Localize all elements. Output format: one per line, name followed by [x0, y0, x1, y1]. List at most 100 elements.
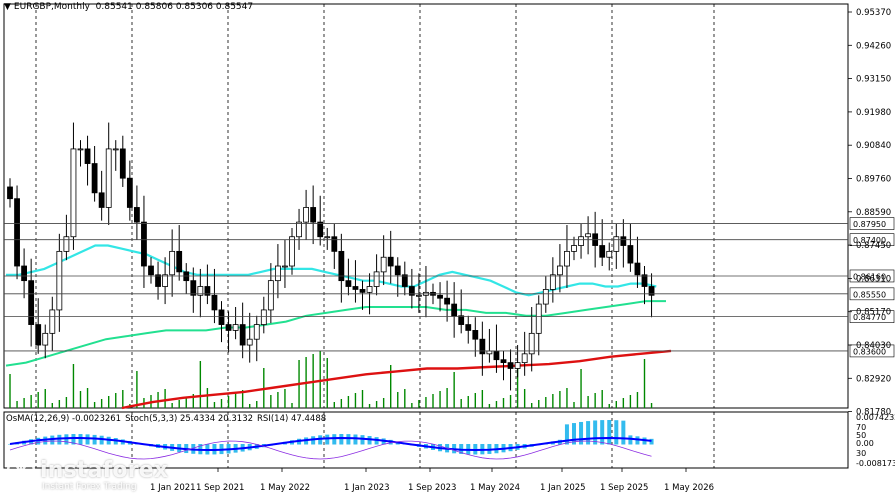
indicator-tick-label: 70 [856, 423, 866, 432]
candle-body [324, 236, 331, 239]
candle [42, 324, 49, 359]
candle [204, 264, 211, 305]
price-level-label: 0.84770 [853, 313, 886, 322]
price-level-tag-bg [849, 344, 895, 358]
candle-body [141, 221, 147, 267]
candle [211, 268, 218, 324]
price-levels: 0.87950 0.87400 0.86160 0.85550 0.84770 0.836… [4, 217, 895, 358]
candle [21, 248, 28, 299]
candle-body [28, 280, 35, 325]
candle [63, 214, 70, 261]
candle-body [246, 338, 253, 346]
price-tick-label: 0.91980 [856, 108, 891, 118]
candle-body [465, 324, 472, 331]
osma-bar [367, 436, 372, 445]
candle-body [500, 359, 507, 364]
osma-bar [346, 434, 351, 445]
candle [169, 229, 176, 297]
candle-body [274, 265, 281, 282]
candle [239, 302, 246, 359]
candle-body [641, 274, 648, 287]
time-tick-label: 1 Sep 2023 [408, 483, 456, 493]
candle [542, 276, 549, 313]
candle [155, 261, 161, 300]
candle [77, 140, 84, 167]
candle [303, 189, 310, 240]
candle-body [155, 274, 161, 287]
indicator-tick-label: 50 [856, 431, 866, 440]
price-tick-label: 0.82920 [856, 374, 891, 384]
price-level-tag: 0.84770 [849, 310, 895, 323]
ma-mid-line [5, 300, 666, 367]
time-tick-label-partial: 1 Jan 2021 [150, 483, 196, 493]
candle [338, 233, 345, 303]
candle-body [331, 236, 338, 252]
candle-body [98, 192, 105, 208]
candle-body [49, 309, 56, 334]
osma-bar [607, 420, 612, 445]
candle-body [444, 297, 451, 305]
osma-bar [635, 436, 640, 445]
price-level-tag-bg [849, 233, 895, 246]
candle-body [514, 362, 521, 369]
candle-body [225, 324, 232, 331]
price-level-tag-bg [849, 217, 895, 230]
candle [479, 321, 486, 376]
price-tick-label: 0.90840 [856, 141, 891, 151]
candle-body [387, 256, 394, 267]
candle [324, 227, 331, 250]
candle [465, 315, 472, 344]
chart-title: ▼ EURGBP,Monthly 0.85541 0.85806 0.85306 … [4, 2, 253, 12]
osma-bar [325, 434, 330, 445]
price-level-tag-bg [849, 287, 895, 301]
osma-bar [92, 434, 97, 445]
candle [98, 170, 105, 221]
candle-body [211, 294, 218, 311]
candle [126, 160, 133, 221]
candle [472, 317, 479, 357]
price-level-tag: 0.86160 [849, 269, 895, 283]
price-tick-label: 0.94260 [856, 41, 891, 51]
candle [197, 268, 204, 318]
candle [451, 282, 458, 338]
candle-body [557, 265, 563, 276]
indicator-title: OsMA(12,26,9) -0.0023261 Stoch(5,3,3) 25.… [6, 414, 330, 424]
menu-arrow-icon[interactable]: ▼ [4, 2, 11, 12]
candle [148, 257, 154, 284]
osma-bar [586, 421, 591, 445]
price-level-tag-bg [849, 310, 895, 323]
price-level-tag-bg [849, 269, 895, 283]
osma-bar [50, 435, 55, 445]
candle [401, 261, 408, 296]
price-level-label: 0.85550 [853, 290, 886, 299]
axes: 0.95370 0.94260 0.93150 0.91980 0.90840 0.897… [150, 8, 895, 493]
candle [408, 268, 415, 309]
candle-body [169, 250, 176, 276]
candle-body [84, 148, 91, 164]
candle [310, 185, 317, 245]
candle [289, 227, 295, 275]
osma-bar [564, 424, 569, 445]
osma-bar [332, 434, 337, 445]
candle [507, 349, 514, 391]
rsi-label: RSI(14) 47.4488 [257, 414, 327, 424]
candle-body [493, 350, 500, 361]
candle [557, 244, 563, 293]
stoch-label: Stoch(5,3,3) 25.4334 20.3132 [125, 414, 254, 424]
candle [380, 235, 387, 286]
candle [331, 223, 338, 269]
candle [641, 266, 648, 305]
price-level-tag: 0.87950 [849, 217, 895, 230]
candle [634, 236, 641, 288]
candle [415, 273, 422, 313]
candle-body [366, 286, 373, 293]
candle [359, 280, 366, 310]
candle [317, 195, 324, 246]
candle [183, 263, 190, 294]
time-tick-label: 1 Jan 2025 [540, 483, 586, 493]
candle-body [77, 148, 84, 151]
price-tick-label: 0.85170 [856, 308, 891, 318]
candle [613, 223, 620, 269]
